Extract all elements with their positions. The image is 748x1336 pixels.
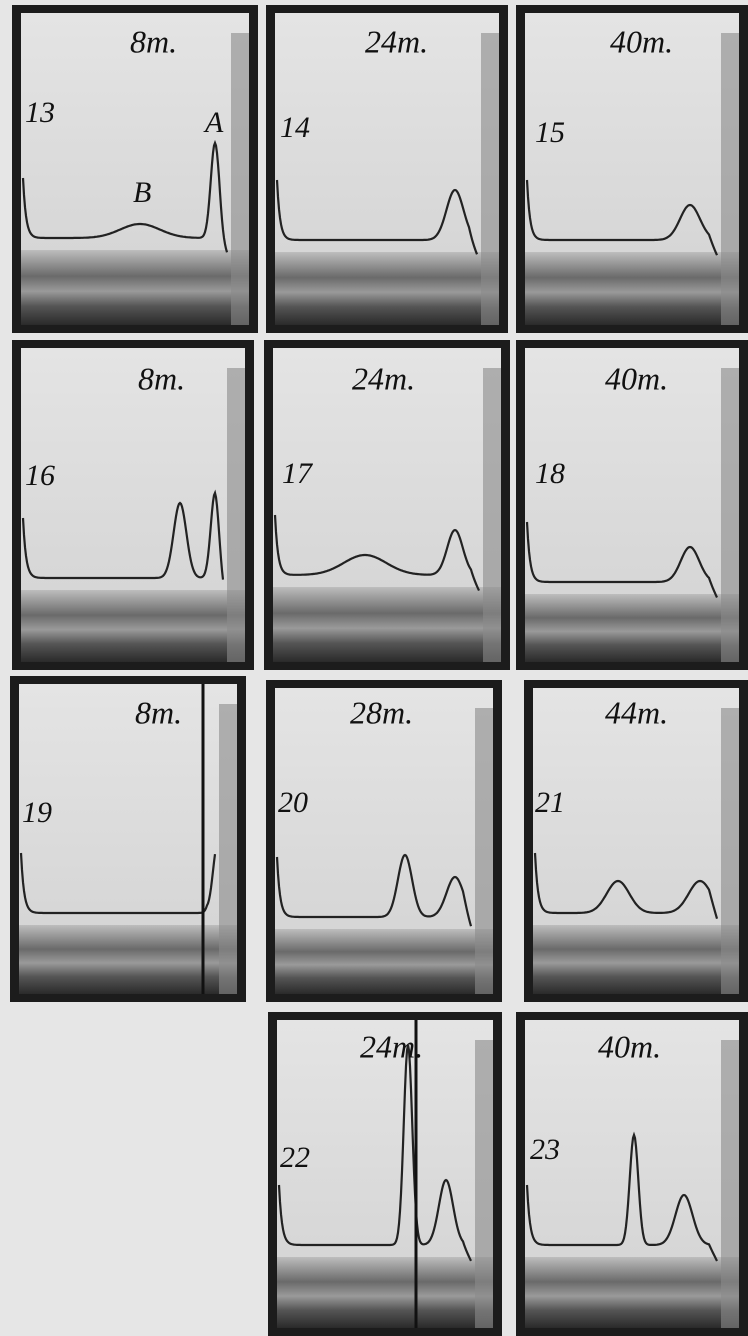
panel: 13 8m. A B bbox=[12, 5, 258, 333]
peak-label: B bbox=[133, 176, 151, 209]
panel-band bbox=[533, 925, 739, 994]
panel: 19 8m. bbox=[10, 676, 246, 1002]
panel: 22 24m. bbox=[268, 1012, 502, 1336]
panel: 14 24m. bbox=[266, 5, 508, 333]
panel: 16 8m. bbox=[12, 340, 254, 670]
panel-number: 18 bbox=[535, 457, 565, 490]
panel: 18 40m. bbox=[516, 340, 748, 670]
panel-right-edge bbox=[481, 33, 499, 325]
panel-number: 14 bbox=[280, 111, 310, 144]
panel-band bbox=[525, 594, 739, 662]
panel-right-edge bbox=[721, 368, 739, 662]
panel: 23 40m. bbox=[516, 1012, 748, 1336]
time-label: 28m. bbox=[350, 694, 413, 730]
panel-right-edge bbox=[475, 1040, 493, 1328]
panel-right-edge bbox=[231, 33, 249, 325]
panel-band bbox=[273, 587, 501, 662]
time-label: 40m. bbox=[605, 360, 668, 396]
panel-band bbox=[275, 252, 499, 325]
panel-band bbox=[277, 1257, 493, 1328]
panel-band bbox=[525, 1257, 739, 1328]
panel-number: 21 bbox=[535, 786, 565, 819]
panel-right-edge bbox=[227, 368, 245, 662]
time-label: 24m. bbox=[365, 23, 428, 59]
panel: 17 24m. bbox=[264, 340, 510, 670]
time-label: 8m. bbox=[135, 694, 182, 730]
panel-number: 20 bbox=[278, 786, 308, 819]
panel: 20 28m. bbox=[266, 680, 502, 1002]
figure: 13 8m. A B 14 24m. 15 40m. 16 8m. 17 24m. 18 40m. 19 8m… bbox=[0, 0, 748, 1336]
time-label: 8m. bbox=[130, 23, 177, 59]
panel-band bbox=[275, 929, 493, 994]
time-label: 44m. bbox=[605, 694, 668, 730]
panel-right-edge bbox=[721, 33, 739, 325]
panel: 21 44m. bbox=[524, 680, 748, 1002]
panel-right-edge bbox=[475, 708, 493, 994]
peak-label: A bbox=[203, 106, 224, 139]
panel-number: 17 bbox=[282, 457, 314, 490]
panel-band bbox=[525, 252, 739, 325]
panel: 15 40m. bbox=[516, 5, 748, 333]
panel-number: 15 bbox=[535, 116, 565, 149]
panel-number: 13 bbox=[25, 96, 55, 129]
panel-number: 16 bbox=[25, 459, 55, 492]
time-label: 24m. bbox=[352, 360, 415, 396]
time-label: 24m. bbox=[360, 1028, 423, 1064]
time-label: 40m. bbox=[610, 23, 673, 59]
time-label: 8m. bbox=[138, 360, 185, 396]
panel-right-edge bbox=[483, 368, 501, 662]
panel-band bbox=[21, 250, 249, 325]
panel-right-edge bbox=[219, 704, 237, 994]
time-label: 40m. bbox=[598, 1028, 661, 1064]
panel-right-edge bbox=[721, 1040, 739, 1328]
panel-number: 22 bbox=[280, 1141, 310, 1174]
panel-number: 23 bbox=[530, 1133, 560, 1166]
panel-band bbox=[21, 590, 245, 662]
panel-right-edge bbox=[721, 708, 739, 994]
panel-number: 19 bbox=[22, 796, 52, 829]
